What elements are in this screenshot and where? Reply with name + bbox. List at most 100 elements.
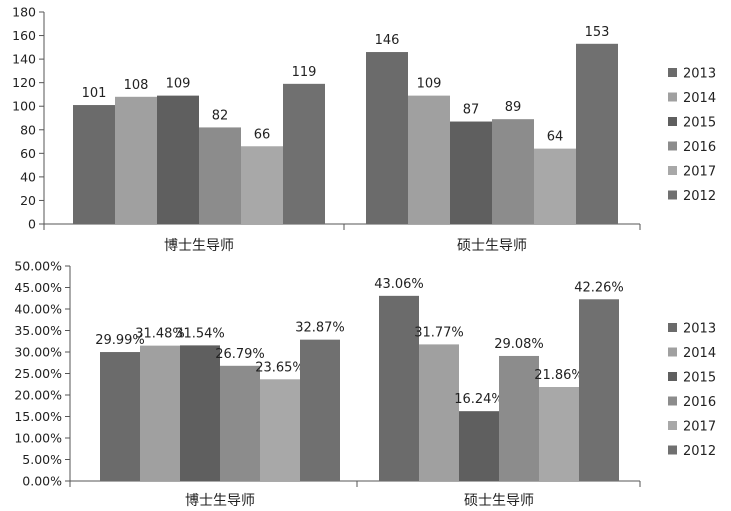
bar-硕士生导师-2017 bbox=[539, 387, 579, 481]
legend-entry-2017: 2017 bbox=[683, 420, 716, 435]
bar-博士生导师-2015 bbox=[180, 345, 220, 481]
y-tick-label: 40.00% bbox=[14, 302, 62, 317]
data-label-博士生导师-2016: 82 bbox=[212, 108, 229, 123]
bar-硕士生导师-2017 bbox=[534, 148, 576, 224]
bar-博士生导师-2016 bbox=[220, 365, 260, 481]
bar-博士生导师-2012 bbox=[283, 83, 325, 224]
data-label-博士生导师-2012: 32.87% bbox=[295, 321, 345, 336]
data-label-硕士生导师-2012: 153 bbox=[585, 25, 610, 40]
y-tick-label: 20 bbox=[20, 193, 36, 208]
data-label-硕士生导师-2012: 42.26% bbox=[574, 280, 624, 295]
legend-entry-2013: 2013 bbox=[683, 67, 716, 82]
data-label-硕士生导师-2016: 29.08% bbox=[494, 337, 544, 352]
y-tick-label: 0.00% bbox=[22, 474, 62, 489]
bar-硕士生导师-2013 bbox=[366, 52, 408, 224]
chart-doctoral-master-advisor-percentages: 0.00% 5.00% 10.00% 15.00% 20.00% 25.00% 30.00%… bbox=[14, 259, 716, 510]
legend-swatch-2014 bbox=[668, 347, 677, 357]
y-tick-label: 45.00% bbox=[14, 280, 62, 295]
bar-硕士生导师-2015 bbox=[450, 121, 492, 224]
y-tick-label: 15.00% bbox=[14, 409, 62, 424]
category-label: 硕士生导师 bbox=[457, 238, 527, 254]
data-label-博士生导师-2014: 31.48% bbox=[135, 327, 185, 342]
y-tick-label: 25.00% bbox=[14, 366, 62, 381]
y-tick-label: 60 bbox=[20, 146, 36, 161]
y-tick-label: 160 bbox=[12, 28, 36, 43]
data-label-硕士生导师-2014: 31.77% bbox=[414, 325, 464, 340]
data-label-硕士生导师-2015: 16.24% bbox=[454, 392, 504, 407]
category-label: 硕士生导师 bbox=[464, 493, 534, 509]
bar-博士生导师-2013 bbox=[100, 352, 140, 481]
bar-硕士生导师-2012 bbox=[579, 299, 619, 481]
bar-硕士生导师-2014 bbox=[419, 344, 459, 481]
bar-硕士生导师-2013 bbox=[379, 295, 419, 481]
data-label-硕士生导师-2015: 87 bbox=[463, 103, 480, 118]
data-label-博士生导师-2017: 23.65% bbox=[255, 360, 305, 375]
data-label-博士生导师-2015: 109 bbox=[166, 77, 191, 92]
legend-entry-2012: 2012 bbox=[683, 189, 716, 204]
y-tick-label: 20.00% bbox=[14, 388, 62, 403]
y-tick-label: 40 bbox=[20, 169, 36, 184]
data-label-博士生导师-2012: 119 bbox=[292, 65, 317, 80]
y-tick-label: 30.00% bbox=[14, 345, 62, 360]
chart-doctoral-master-advisor-counts: 0 20 40 60 80 100 120 140 160 180 101 108 109 82 66 119… bbox=[12, 5, 716, 255]
legend-swatch-2014 bbox=[668, 92, 677, 102]
y-tick-label: 120 bbox=[12, 75, 36, 90]
legend-entry-2013: 2013 bbox=[683, 322, 716, 337]
bar-博士生导师-2016 bbox=[199, 127, 241, 224]
y-tick-label: 50.00% bbox=[14, 259, 62, 274]
legend-entry-2015: 2015 bbox=[683, 371, 716, 386]
legend-entry-2012: 2012 bbox=[683, 444, 716, 459]
y-tick-label: 5.00% bbox=[22, 452, 62, 467]
y-tick-label: 140 bbox=[12, 52, 36, 67]
data-label-硕士生导师-2016: 89 bbox=[505, 100, 522, 115]
data-label-硕士生导师-2013: 43.06% bbox=[374, 277, 424, 292]
y-tick-label: 100 bbox=[12, 99, 36, 114]
y-tick-label: 180 bbox=[12, 5, 36, 20]
data-label-博士生导师-2013: 29.99% bbox=[95, 333, 145, 348]
data-label-博士生导师-2015: 31.54% bbox=[175, 326, 225, 341]
legend-swatch-2012 bbox=[668, 190, 677, 200]
legend-entry-2016: 2016 bbox=[683, 395, 716, 410]
bar-博士生导师-2017 bbox=[260, 379, 300, 481]
bar-硕士生导师-2014 bbox=[408, 95, 450, 224]
bar-硕士生导师-2016 bbox=[499, 355, 539, 481]
data-label-硕士生导师-2014: 109 bbox=[417, 77, 442, 92]
y-tick-label: 10.00% bbox=[14, 431, 62, 446]
legend-entry-2016: 2016 bbox=[683, 140, 716, 155]
bar-博士生导师-2017 bbox=[241, 146, 283, 224]
legend-swatch-2017 bbox=[668, 421, 677, 430]
data-label-硕士生导师-2013: 146 bbox=[375, 33, 400, 48]
bar-博士生导师-2014 bbox=[115, 96, 157, 224]
data-label-硕士生导师-2017: 64 bbox=[547, 130, 564, 145]
data-label-博士生导师-2013: 101 bbox=[82, 86, 107, 101]
data-label-博士生导师-2016: 26.79% bbox=[215, 347, 265, 362]
legend-entry-2014: 2014 bbox=[683, 91, 716, 106]
legend-swatch-2013 bbox=[668, 68, 677, 77]
bar-博士生导师-2013 bbox=[73, 105, 115, 224]
data-label-博士生导师-2014: 108 bbox=[124, 78, 149, 93]
data-label-博士生导师-2017: 66 bbox=[254, 127, 271, 142]
bar-博士生导师-2015 bbox=[157, 95, 199, 224]
data-label-硕士生导师-2017: 21.86% bbox=[534, 368, 584, 383]
legend-swatch-2012 bbox=[668, 445, 677, 455]
bar-博士生导师-2012 bbox=[300, 339, 340, 481]
legend-swatch-2016 bbox=[668, 396, 677, 406]
bar-硕士生导师-2016 bbox=[492, 119, 534, 224]
legend-swatch-2017 bbox=[668, 166, 677, 175]
bar-硕士生导师-2012 bbox=[576, 43, 618, 224]
legend-swatch-2015 bbox=[668, 372, 677, 381]
legend-entry-2015: 2015 bbox=[683, 116, 716, 131]
legend-swatch-2016 bbox=[668, 141, 677, 151]
bar-硕士生导师-2015 bbox=[459, 411, 499, 481]
legend-swatch-2015 bbox=[668, 117, 677, 126]
y-tick-label: 80 bbox=[20, 122, 36, 137]
bar-博士生导师-2014 bbox=[140, 345, 180, 481]
legend-entry-2017: 2017 bbox=[683, 165, 716, 180]
category-label: 博士生导师 bbox=[164, 237, 234, 254]
category-label: 博士生导师 bbox=[185, 492, 255, 509]
legend-entry-2014: 2014 bbox=[683, 346, 716, 361]
y-tick-label: 0 bbox=[28, 217, 36, 232]
y-tick-label: 35.00% bbox=[14, 323, 62, 338]
legend-swatch-2013 bbox=[668, 323, 677, 332]
